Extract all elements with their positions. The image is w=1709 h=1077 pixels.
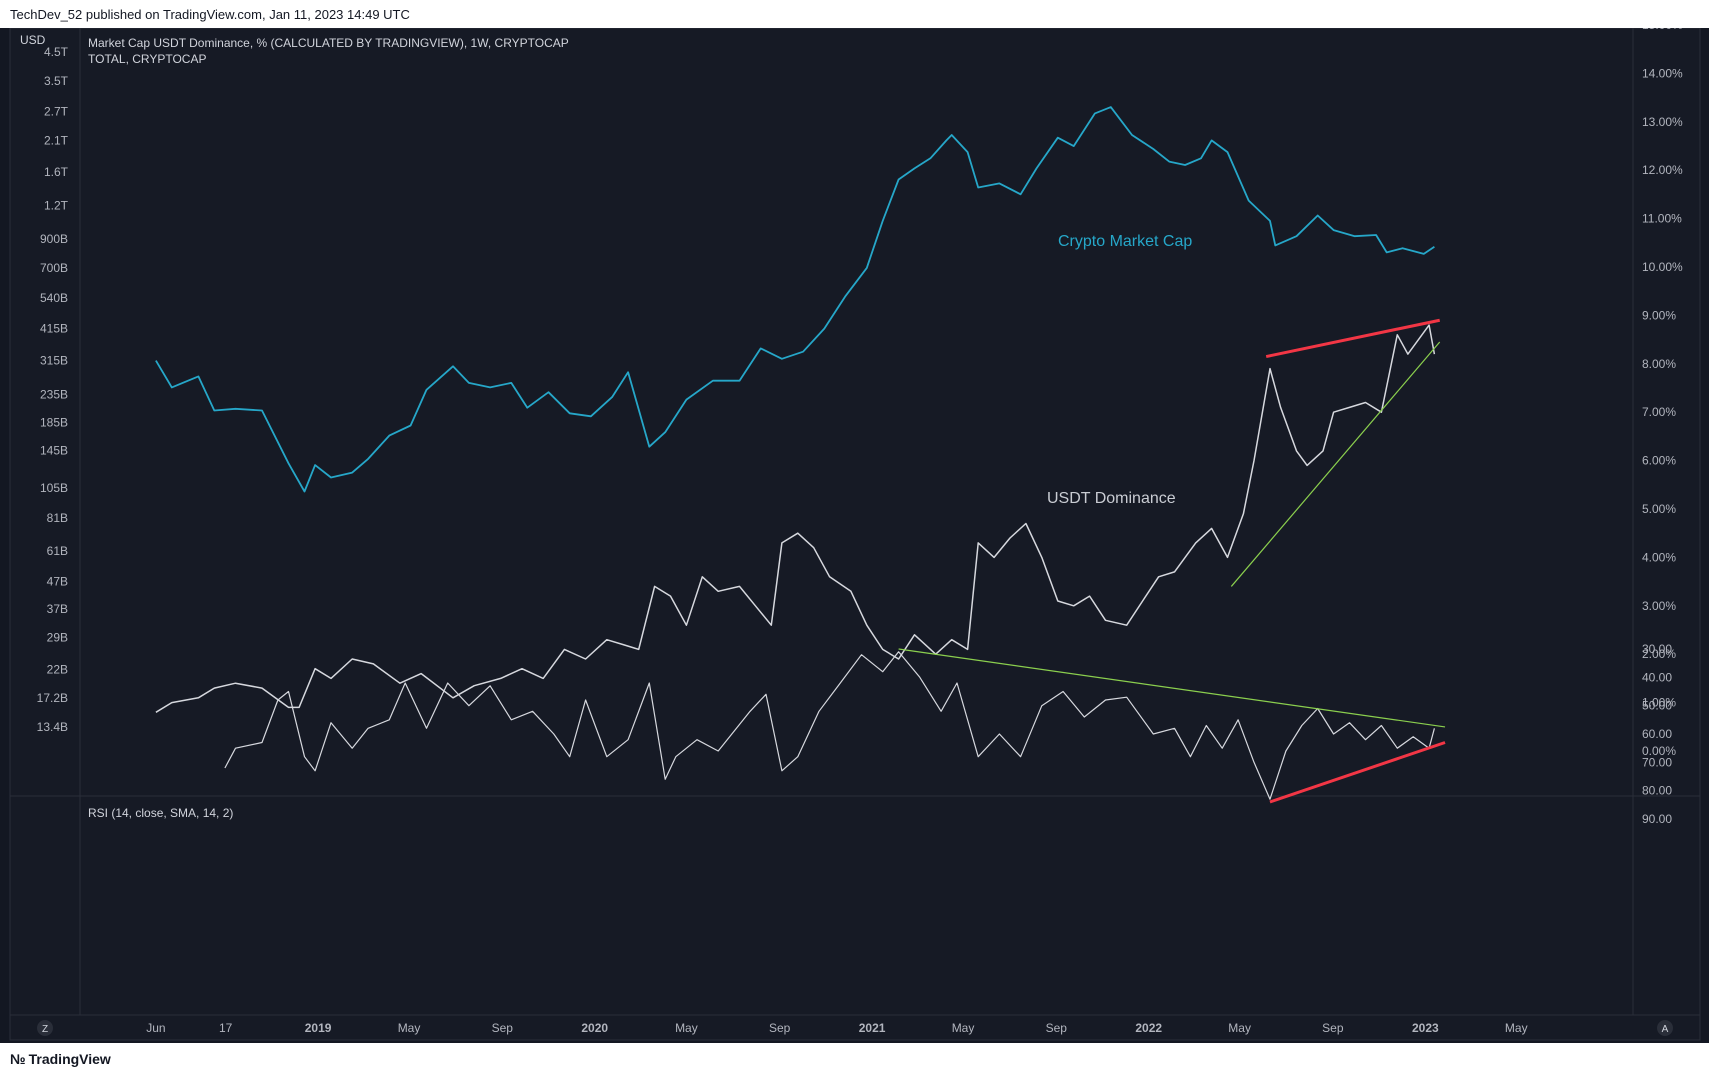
trendline-rsi-support: [898, 648, 1446, 728]
left-tick-label: 415B: [40, 322, 68, 336]
annotation-crypto-market-cap: Crypto Market Cap: [1058, 233, 1192, 250]
trendline-rsi-resistance: [1269, 741, 1446, 804]
left-tick-label: 2.7T: [44, 104, 69, 118]
annotation-usdt-dominance: USDT Dominance: [1047, 490, 1176, 507]
right-tick-label: 11.00%: [1642, 212, 1682, 226]
left-axis-ticks: 4.5T 3.5T 2.7T 2.1T 1.6T 1.2T 900B 700B 540B 415B…: [37, 45, 69, 734]
right-tick-label: 1.00%: [1642, 696, 1676, 710]
right-tick-label: 15.00%: [1642, 28, 1683, 32]
a-badge[interactable]: A: [1657, 1020, 1673, 1036]
left-tick-label: 29B: [47, 630, 68, 644]
publish-info: TechDev_52 published on TradingView.com,…: [10, 7, 410, 22]
left-tick-label: 315B: [40, 354, 68, 368]
rsi-tick-label: 40.00: [1642, 670, 1672, 684]
legend-total: TOTAL, CRYPTOCAP: [88, 52, 206, 66]
rsi-tick-label: 90.00: [1642, 812, 1672, 826]
time-tick-label: Jun: [146, 1021, 165, 1035]
series-line-usdt-dominance: [155, 324, 1436, 713]
chart-area[interactable]: 4.5T 3.5T 2.7T 2.1T 1.6T 1.2T 900B 700B 540B 415B…: [0, 28, 1709, 1043]
tradingview-logo-icon: №: [10, 1051, 26, 1067]
series-layer: [155, 106, 1436, 800]
series-line-rsi: [224, 651, 1435, 800]
rsi-tick-label: 30.00: [1642, 642, 1672, 656]
left-tick-label: 105B: [40, 481, 68, 495]
right-tick-label: 7.00%: [1642, 405, 1676, 419]
left-tick-label: 22B: [47, 662, 68, 676]
left-tick-label: 540B: [40, 291, 68, 305]
left-tick-label: 1.6T: [44, 165, 69, 179]
legend-rsi: RSI (14, close, SMA, 14, 2): [88, 806, 233, 820]
time-tick-label: May: [675, 1021, 698, 1035]
trendline-dominance-resistance: [1265, 318, 1441, 359]
right-tick-label: 3.00%: [1642, 599, 1676, 613]
z-badge-label: Z: [42, 1024, 48, 1035]
time-tick-label: May: [398, 1021, 421, 1035]
right-tick-label: 14.00%: [1642, 66, 1683, 80]
right-tick-label: 9.00%: [1642, 308, 1676, 322]
left-tick-label: 2.1T: [44, 133, 69, 147]
brand-footer: № TradingView: [0, 1043, 1709, 1077]
time-axis-ticks: Jun 17 2019 May Sep 2020 May Sep 2021 May Sep 2022 M…: [146, 1021, 1527, 1035]
left-axis-label: USD: [20, 33, 46, 47]
time-tick-label: May: [1228, 1021, 1251, 1035]
series-line-market-cap: [155, 106, 1435, 493]
time-tick-label: Sep: [492, 1021, 514, 1035]
trendline-layer: [898, 318, 1446, 804]
publish-header: TechDev_52 published on TradingView.com,…: [0, 0, 1709, 28]
left-tick-label: 47B: [47, 574, 68, 588]
rsi-tick-label: 70.00: [1642, 755, 1672, 769]
left-tick-label: 61B: [47, 544, 68, 558]
time-tick-label: 2023: [1412, 1021, 1439, 1035]
right-tick-label: 10.00%: [1642, 260, 1683, 274]
left-tick-label: 17.2B: [37, 691, 68, 705]
left-tick-label: 13.4B: [37, 720, 68, 734]
time-tick-label: Sep: [1322, 1021, 1344, 1035]
right-tick-label: 5.00%: [1642, 502, 1676, 516]
trendline-dominance-support: [1230, 341, 1441, 587]
rsi-tick-label: 60.00: [1642, 727, 1672, 741]
left-tick-label: 3.5T: [44, 74, 69, 88]
a-badge-label: A: [1662, 1024, 1669, 1035]
right-tick-label: 4.00%: [1642, 550, 1676, 564]
z-badge[interactable]: Z: [37, 1020, 53, 1036]
right-tick-label: 0.00%: [1642, 744, 1676, 758]
time-tick-label: May: [952, 1021, 975, 1035]
left-tick-label: 700B: [40, 261, 68, 275]
time-tick-label: 2020: [581, 1021, 608, 1035]
left-tick-label: 235B: [40, 388, 68, 402]
right-tick-label: 12.00%: [1642, 163, 1683, 177]
right-tick-label: 6.00%: [1642, 454, 1676, 468]
brand[interactable]: № TradingView: [10, 1051, 111, 1067]
left-tick-label: 1.2T: [44, 198, 69, 212]
chart-frame: [9, 28, 1701, 1041]
rsi-axis-ticks: 90.00 80.00 70.00 60.00 50.00 40.00 30.00: [1642, 642, 1672, 826]
time-tick-label: Sep: [769, 1021, 791, 1035]
time-tick-label: 2019: [305, 1021, 332, 1035]
time-tick-label: Sep: [1046, 1021, 1068, 1035]
rsi-tick-label: 50.00: [1642, 699, 1672, 713]
time-tick-label: May: [1505, 1021, 1528, 1035]
right-tick-label: 2.00%: [1642, 647, 1676, 661]
right-tick-label: 8.00%: [1642, 357, 1676, 371]
left-tick-label: 145B: [40, 444, 68, 458]
left-tick-label: 81B: [47, 511, 68, 525]
brand-name: TradingView: [28, 1051, 111, 1067]
time-tick-label: 17: [219, 1021, 233, 1035]
legend-dominance: Market Cap USDT Dominance, % (CALCULATED…: [88, 36, 569, 50]
rsi-tick-label: 80.00: [1642, 784, 1672, 798]
time-tick-label: 2022: [1135, 1021, 1162, 1035]
right-tick-label: 13.00%: [1642, 115, 1683, 129]
left-tick-label: 37B: [47, 602, 68, 616]
left-tick-label: 4.5T: [44, 45, 69, 59]
time-tick-label: 2021: [859, 1021, 886, 1035]
right-axis-ticks: 15.00% 14.00% 13.00% 12.00% 11.00% 10.00% 9.00…: [1642, 28, 1683, 758]
left-tick-label: 185B: [40, 415, 68, 429]
left-tick-label: 900B: [40, 232, 68, 246]
